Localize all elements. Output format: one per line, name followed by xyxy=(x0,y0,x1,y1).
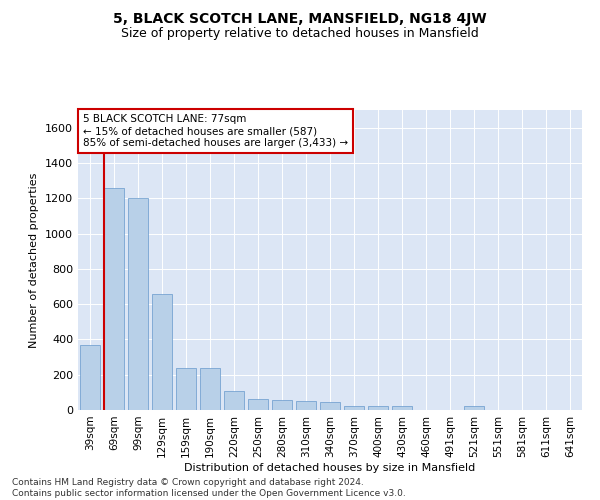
Bar xyxy=(128,198,148,410)
Bar xyxy=(224,390,244,410)
Bar xyxy=(392,406,412,410)
Text: Contains HM Land Registry data © Crown copyright and database right 2024.
Contai: Contains HM Land Registry data © Crown c… xyxy=(12,478,406,498)
Text: 5 BLACK SCOTCH LANE: 77sqm
← 15% of detached houses are smaller (587)
85% of sem: 5 BLACK SCOTCH LANE: 77sqm ← 15% of deta… xyxy=(83,114,348,148)
Text: Size of property relative to detached houses in Mansfield: Size of property relative to detached ho… xyxy=(121,28,479,40)
Bar xyxy=(320,402,340,410)
X-axis label: Distribution of detached houses by size in Mansfield: Distribution of detached houses by size … xyxy=(184,462,476,472)
Bar xyxy=(296,401,316,410)
Bar xyxy=(248,398,268,410)
Bar xyxy=(272,400,292,410)
Bar xyxy=(152,294,172,410)
Text: 5, BLACK SCOTCH LANE, MANSFIELD, NG18 4JW: 5, BLACK SCOTCH LANE, MANSFIELD, NG18 4J… xyxy=(113,12,487,26)
Bar xyxy=(176,368,196,410)
Bar xyxy=(200,368,220,410)
Y-axis label: Number of detached properties: Number of detached properties xyxy=(29,172,40,348)
Bar xyxy=(368,406,388,410)
Bar xyxy=(104,188,124,410)
Bar xyxy=(464,406,484,410)
Bar xyxy=(80,344,100,410)
Bar xyxy=(344,406,364,410)
